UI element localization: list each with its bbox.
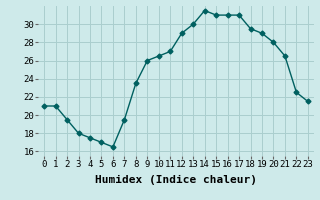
X-axis label: Humidex (Indice chaleur): Humidex (Indice chaleur) (95, 175, 257, 185)
